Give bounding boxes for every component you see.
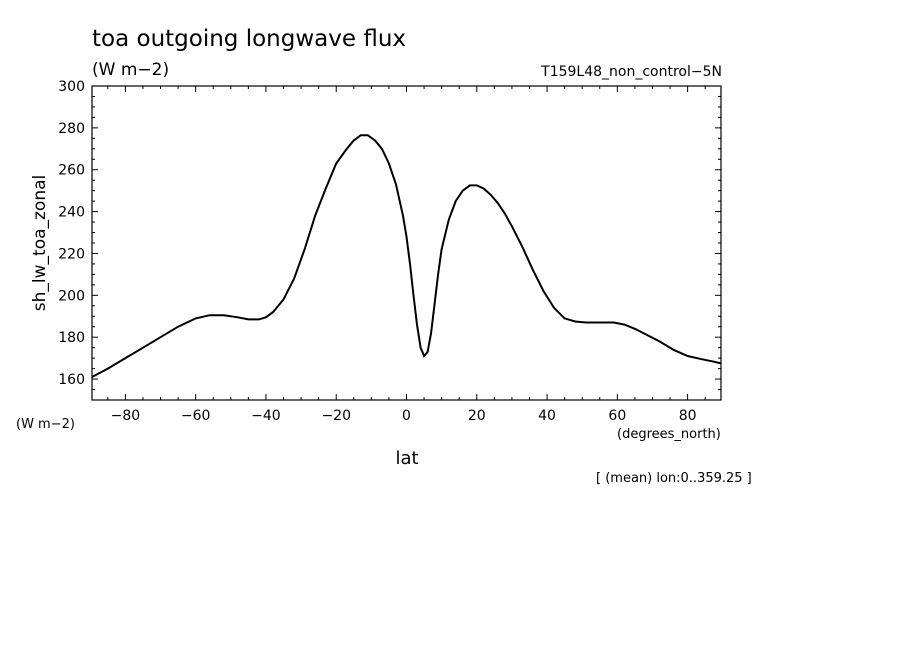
y-tick-label: 200 xyxy=(58,288,85,304)
x-tick-label: −20 xyxy=(321,408,351,424)
x-axis-label: lat xyxy=(395,448,418,469)
y-tick-label: 240 xyxy=(58,205,85,221)
y-tick-label: 260 xyxy=(58,163,85,179)
x-tick-label: 0 xyxy=(402,408,411,424)
series-line xyxy=(91,134,722,378)
y-axis-label: sh_lw_toa_zonal xyxy=(30,175,50,311)
x-axis-ticks: −80 −60 −40 −20 0 20 40 60 80 xyxy=(107,86,706,424)
x-axis-units: (degrees_north) xyxy=(617,427,721,442)
chart-title: toa outgoing longwave flux xyxy=(92,26,406,52)
y-axis-ticks: 160 180 200 220 240 260 280 300 xyxy=(58,79,721,401)
y-tick-label: 220 xyxy=(58,246,85,262)
y-tick-label: 180 xyxy=(58,330,85,346)
x-tick-label: −40 xyxy=(251,408,281,424)
experiment-label: T159L48_non_control−5N xyxy=(540,64,722,80)
x-tick-label: 60 xyxy=(608,408,626,424)
y-tick-label: 160 xyxy=(58,372,85,388)
y-tick-label: 300 xyxy=(58,79,85,95)
x-tick-label: −60 xyxy=(181,408,211,424)
y-tick-label: 280 xyxy=(58,121,85,137)
chart-units: (W m−2) xyxy=(92,60,169,80)
x-tick-label: 20 xyxy=(468,408,486,424)
x-tick-label: −80 xyxy=(111,408,141,424)
x-tick-label: 40 xyxy=(538,408,556,424)
footer-note: [ (mean) lon:0..359.25 ] xyxy=(596,471,752,486)
y-axis-units: (W m−2) xyxy=(16,417,75,432)
x-tick-label: 80 xyxy=(679,408,697,424)
